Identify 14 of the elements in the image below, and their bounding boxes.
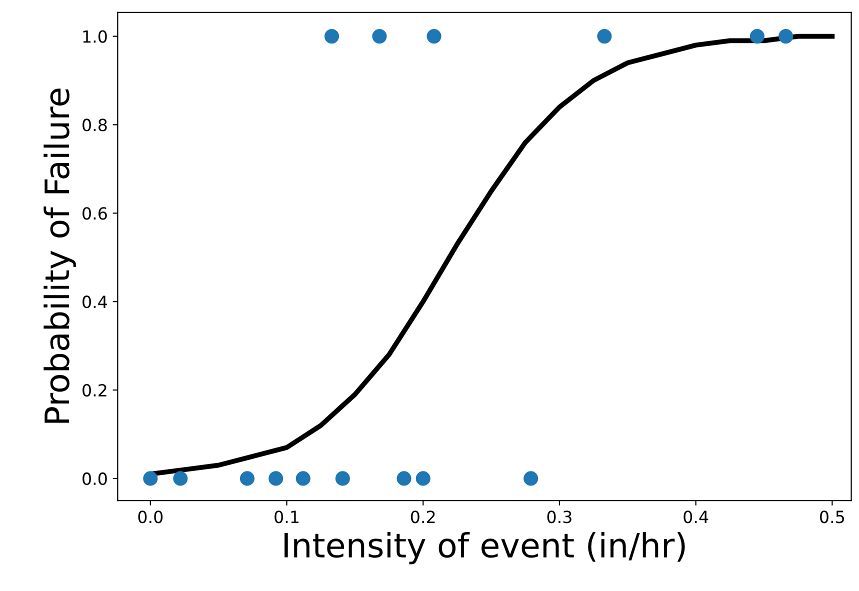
y-tick-label: 0.4 <box>82 296 108 308</box>
x-axis-title: Intensity of event (in/hr) <box>284 532 685 564</box>
x-tick-label: 0.4 <box>684 510 708 524</box>
y-tick-label: 1.0 <box>83 30 107 43</box>
y-tick-label: 0.0 <box>82 472 107 486</box>
y-tick-label: 0.6 <box>82 207 107 220</box>
x-tick-label: 0.5 <box>820 510 844 524</box>
y-tick-label: 0.2 <box>82 384 106 397</box>
x-tick-label: 0.0 <box>138 510 163 524</box>
x-tick-label: 0.2 <box>410 510 435 524</box>
x-tick-label: 0.3 <box>547 510 572 524</box>
y-tick-label: 0.8 <box>82 118 107 132</box>
y-axis-title: Probability of Failure <box>44 88 76 423</box>
x-tick-label: 0.1 <box>274 510 298 524</box>
